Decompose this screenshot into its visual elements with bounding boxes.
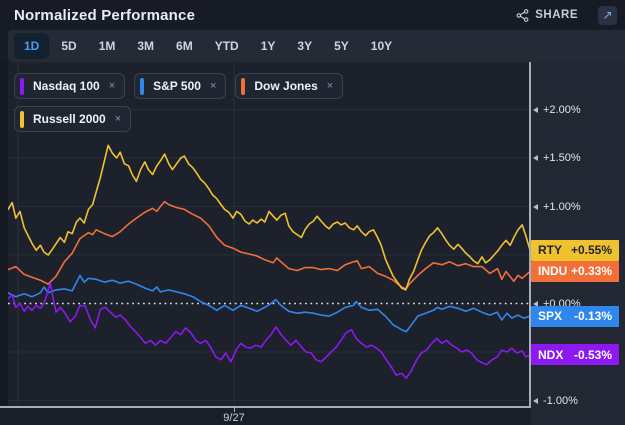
tab-ytd[interactable]: YTD (205, 33, 249, 59)
x-axis-strip (0, 407, 531, 425)
tab-1d[interactable]: 1D (14, 33, 50, 59)
tab-3m[interactable]: 3M (127, 33, 164, 59)
share-icon (516, 8, 529, 22)
remove-series-icon[interactable]: × (326, 79, 334, 92)
badge-symbol: RTY (538, 243, 562, 258)
badge-symbol: INDU (538, 264, 568, 279)
legend-chip-label: Russell 2000 (33, 112, 106, 126)
y-tick-mark (533, 397, 538, 404)
badge-change: +0.33% (570, 264, 612, 279)
header: Normalized Performance SHARE ↗ (0, 0, 625, 30)
legend-chip-label: Nasdaq 100 (33, 79, 100, 93)
legend-chip-russell-2000[interactable]: Russell 2000 × (14, 106, 132, 132)
y-axis-label: -1.00% (543, 394, 578, 407)
line-chart (8, 62, 530, 406)
tab-1y[interactable]: 1Y (251, 33, 286, 59)
legend-chip-sp-500[interactable]: S&P 500 × (134, 73, 227, 99)
series-color-bar (241, 77, 246, 95)
badge-change: +0.55% (570, 243, 612, 258)
tab-10y[interactable]: 10Y (361, 33, 402, 59)
legend-chip-nasdaq-100[interactable]: Nasdaq 100 × (14, 73, 126, 99)
legend-chip-label: Dow Jones (254, 79, 318, 93)
y-axis-label: +1.00% (543, 200, 581, 213)
tab-3y[interactable]: 3Y (287, 33, 322, 59)
remove-series-icon[interactable]: × (209, 79, 217, 92)
time-range-tabbar: 1D 5D 1M 3M 6M YTD 1Y 3Y 5Y 10Y (8, 30, 625, 62)
plot-area[interactable] (8, 62, 530, 406)
price-badge-ndx: NDX -0.53% (531, 344, 619, 366)
y-tick-mark (533, 155, 538, 161)
y-axis-label: +1.50% (543, 152, 581, 164)
popout-button[interactable]: ↗ (598, 5, 617, 25)
series-line-spx (8, 274, 530, 333)
badge-symbol: SPX (538, 309, 563, 324)
series-line-ndx (8, 282, 530, 380)
share-label: SHARE (535, 9, 578, 21)
tab-5y[interactable]: 5Y (324, 33, 359, 59)
badge-symbol: NDX (538, 347, 564, 362)
x-axis-tick (234, 408, 236, 412)
y-tick-mark (533, 300, 538, 307)
price-badge-spx: SPX -0.13% (531, 305, 619, 327)
y-tick-mark (533, 203, 538, 210)
series-line-indu (8, 200, 530, 290)
series-line-rty (8, 144, 530, 291)
price-badge-indu: INDU +0.33% (531, 260, 619, 282)
legend-chip-label: S&P 500 (153, 79, 201, 93)
tab-1m[interactable]: 1M (89, 33, 126, 59)
y-axis-line (529, 62, 531, 407)
x-axis-label: 9/27 (223, 412, 245, 424)
legend-row: Nasdaq 100 × S&P 500 × Dow Jones × (14, 73, 434, 99)
badge-change: -0.13% (573, 309, 612, 324)
remove-series-icon[interactable]: × (108, 79, 116, 92)
remove-series-icon[interactable]: × (114, 112, 122, 125)
series-color-bar (20, 77, 24, 95)
share-button[interactable]: SHARE (510, 5, 584, 26)
legend-chip-dow-jones[interactable]: Dow Jones × (235, 73, 344, 99)
series-color-bar (140, 77, 145, 95)
y-tick-mark (533, 106, 538, 113)
legend: Nasdaq 100 × S&P 500 × Dow Jones × Russ (14, 73, 434, 139)
legend-row: Russell 2000 × (14, 106, 434, 132)
series-color-bar (20, 110, 24, 128)
popout-arrow-icon: ↗ (602, 8, 613, 22)
y-axis-label: +2.00% (543, 103, 581, 116)
x-axis-line (0, 406, 531, 408)
badge-change: -0.53% (573, 347, 612, 362)
tab-6m[interactable]: 6M (166, 33, 203, 59)
price-badge-rty: RTY +0.55% (531, 239, 619, 261)
tab-5d[interactable]: 5D (51, 33, 86, 59)
page-title: Normalized Performance (14, 6, 196, 24)
chart-region: 9/27 +2.00% +1.50% +1.00% +0.00% -1.00% … (0, 62, 625, 425)
